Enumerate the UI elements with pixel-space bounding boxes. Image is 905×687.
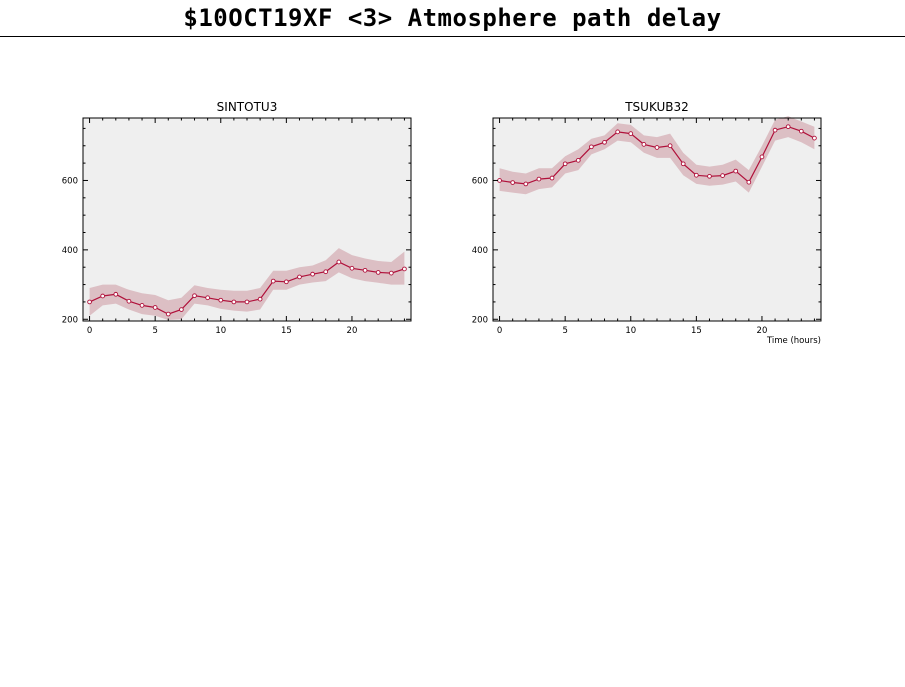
data-point xyxy=(785,124,791,130)
data-point xyxy=(615,129,620,135)
data-point xyxy=(549,175,555,181)
chart-title: TSUKUB32 xyxy=(624,100,689,114)
data-point xyxy=(100,293,106,299)
data-point xyxy=(231,299,237,305)
error-band xyxy=(499,116,815,195)
y-tick-label: 600 xyxy=(62,176,78,186)
chart-panel-1: 0 5 10 15 20 200 400 600 SINTOTU3 xyxy=(62,100,412,336)
data-point xyxy=(562,161,568,167)
data-point xyxy=(575,157,581,163)
data-point xyxy=(694,172,699,178)
data-point xyxy=(680,161,686,167)
data-point xyxy=(707,173,712,179)
data-point xyxy=(284,279,289,285)
data-point xyxy=(362,267,368,273)
x-axis-label: Time (hours) xyxy=(766,336,821,346)
data-point xyxy=(388,270,394,276)
data-point xyxy=(310,271,315,277)
data-point xyxy=(349,265,355,271)
x-tick-label: 5 xyxy=(152,326,157,336)
x-tick-label: 20 xyxy=(347,326,358,336)
x-tick-label: 10 xyxy=(625,326,636,336)
data-point xyxy=(510,180,516,185)
x-tick-label: 10 xyxy=(215,326,226,336)
error-band xyxy=(89,248,405,320)
data-point xyxy=(602,139,607,145)
data-point xyxy=(205,295,210,301)
x-tick-label: 0 xyxy=(87,326,92,336)
data-point xyxy=(402,266,407,272)
data-point xyxy=(772,127,778,133)
data-point xyxy=(87,299,92,305)
data-point xyxy=(497,178,502,183)
y-tick-label: 200 xyxy=(472,315,488,325)
y-tick-label: 200 xyxy=(62,315,78,325)
data-point xyxy=(746,179,752,185)
y-tick-label: 400 xyxy=(62,246,78,256)
x-tick-label: 5 xyxy=(562,326,567,336)
data-point xyxy=(375,270,381,275)
data-point xyxy=(336,259,342,265)
data-point xyxy=(218,297,224,303)
data-point xyxy=(759,154,765,160)
y-tick-label: 400 xyxy=(472,246,488,256)
x-tick-label: 20 xyxy=(757,326,768,336)
data-point xyxy=(152,305,158,310)
data-point xyxy=(297,274,302,280)
data-point xyxy=(523,181,529,187)
data-point xyxy=(628,131,634,136)
data-point xyxy=(126,298,132,304)
data-point xyxy=(733,168,739,174)
data-point xyxy=(536,176,542,182)
plot-area xyxy=(83,118,411,321)
data-point xyxy=(165,311,171,317)
chart-panel-2: 0 5 10 15 20 200 400 600 TSUKUB32 Time (hours) xyxy=(472,100,822,346)
data-point xyxy=(720,173,725,178)
data-point xyxy=(192,293,197,299)
data-point xyxy=(179,307,184,312)
data-point xyxy=(798,128,804,134)
y-tick-label: 600 xyxy=(472,176,488,186)
data-point xyxy=(139,303,145,308)
data-point xyxy=(244,299,250,305)
data-point xyxy=(812,135,817,141)
x-tick-label: 0 xyxy=(497,326,502,336)
x-tick-label: 15 xyxy=(281,326,292,336)
title-rule xyxy=(0,36,905,37)
data-point xyxy=(270,278,276,284)
chart-title: SINTOTU3 xyxy=(217,100,278,114)
data-point xyxy=(257,296,263,302)
data-point xyxy=(113,291,119,297)
data-point xyxy=(641,142,647,147)
data-point xyxy=(323,269,329,275)
data-point xyxy=(654,145,660,150)
x-tick-label: 15 xyxy=(691,326,702,336)
data-point xyxy=(589,144,594,150)
data-point xyxy=(667,143,673,149)
page-title: $10OCT19XF <3> Atmosphere path delay xyxy=(183,4,722,32)
